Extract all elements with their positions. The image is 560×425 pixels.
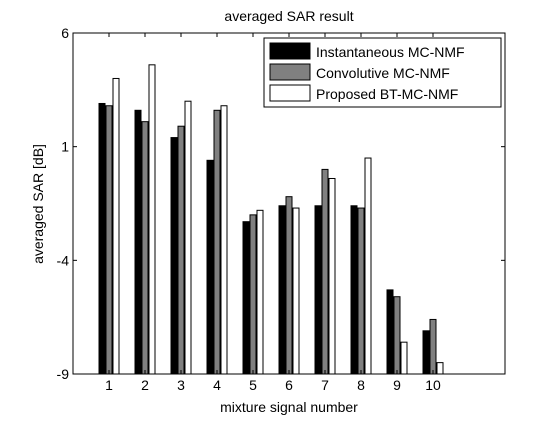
bar [393,296,401,375]
legend-label: Instantaneous MC-NMF [316,44,465,60]
bar [357,207,365,375]
y-tick-label: 6 [61,25,69,41]
y-tick-label: -4 [57,252,70,268]
x-tick-label: 6 [285,377,293,393]
legend-swatch [269,42,311,60]
legend-swatch [269,84,311,102]
y-axis-label: averaged SAR [dB] [30,144,46,264]
bar [213,109,221,375]
plot-area: 1 2 3 4 5 6 7 8 9 10 -9 -4 1 6 [57,25,506,393]
x-tick-label: 4 [213,377,221,393]
bar [429,318,437,375]
x-tick-label: 9 [393,377,401,393]
bar [278,205,286,375]
bar [148,64,156,375]
bar [350,205,358,375]
x-tick-label: 7 [321,377,329,393]
x-tick-label: 3 [177,377,185,393]
bar [364,157,372,375]
x-tick-label: 8 [357,377,365,393]
bar [249,214,257,375]
bar [386,289,394,375]
bar [105,105,113,375]
bar [400,341,408,375]
y-tick-label: 1 [61,139,69,155]
x-tick-label: 2 [141,377,149,393]
y-tick-label: -9 [57,366,70,382]
chart-title: averaged SAR result [224,8,353,24]
x-tick-label: 1 [105,377,113,393]
legend-label: Proposed BT-MC-NMF [316,86,458,102]
bar [134,109,142,375]
bar [321,168,329,375]
bar [141,121,149,375]
bar [292,207,300,375]
bar [285,196,293,375]
bar [242,221,250,375]
bar [170,137,178,375]
bar [184,100,192,375]
bar [98,102,106,375]
legend: Instantaneous MC-NMF Convolutive MC-NMF Pr… [263,37,502,108]
legend-swatch [269,63,311,81]
bar [422,330,430,375]
bar [436,362,444,375]
bar [314,205,322,375]
legend-label: Convolutive MC-NMF [316,65,450,81]
bar [112,77,120,375]
x-axis-label: mixture signal number [220,399,358,415]
x-tick-label: 10 [425,377,441,393]
bar [177,125,185,375]
bar [256,209,264,375]
bar [206,159,214,375]
x-tick-label: 5 [249,377,257,393]
bar [328,177,336,375]
bar [220,105,228,375]
